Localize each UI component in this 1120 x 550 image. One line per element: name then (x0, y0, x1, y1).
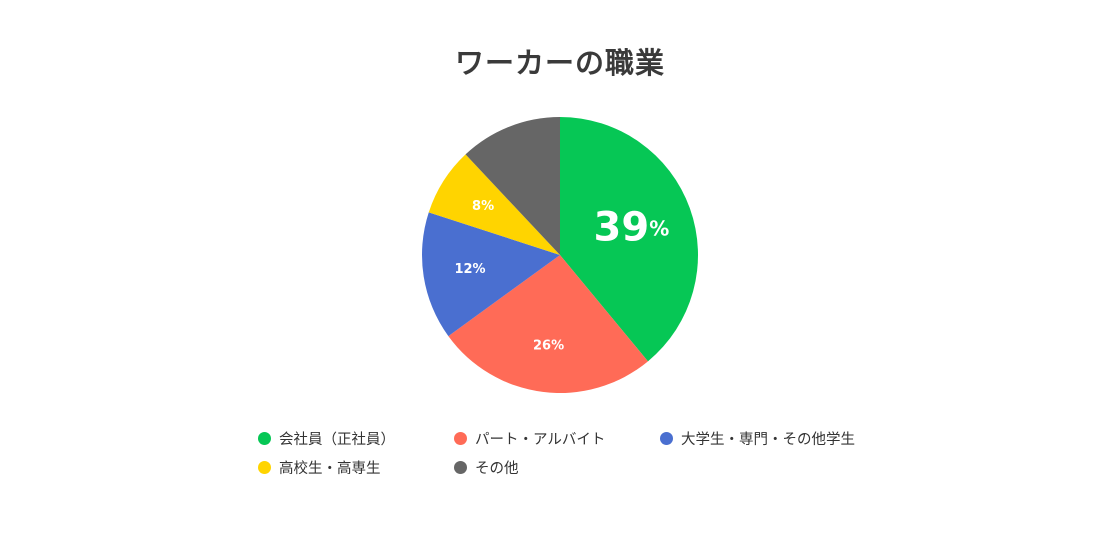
legend-swatch (258, 432, 271, 445)
pie-slice-5 (465, 117, 560, 255)
legend-swatch (454, 461, 467, 474)
legend-label: パート・アルバイト (475, 432, 606, 448)
pie-slice-1 (560, 117, 699, 362)
pie-label-4: 8% (472, 199, 494, 214)
pie-slice-2 (448, 255, 648, 394)
chart-title: ワーカーの職業 (454, 46, 665, 80)
pie-label-1: 39% (594, 204, 670, 250)
legend-swatch (660, 432, 673, 445)
legend-swatch (454, 432, 467, 445)
legend-label: 高校生・高専生 (279, 461, 381, 477)
pie-slice-4 (428, 154, 560, 255)
chart-legend: 会社員（正社員） パート・アルバイト 大学生・専門・その他学生高校生・高専生 その他 (258, 428, 898, 478)
pie-slice-3 (422, 212, 560, 337)
pie-label-3: 12% (454, 262, 485, 277)
legend-item: その他 (454, 457, 660, 478)
legend-swatch (258, 461, 271, 474)
legend-label: その他 (475, 461, 519, 477)
legend-item: 高校生・高専生 (258, 457, 454, 478)
pie-label-2: 26% (533, 338, 564, 353)
legend-item: パート・アルバイト (454, 428, 660, 449)
legend-item: 会社員（正社員） (258, 428, 454, 449)
legend-item: 大学生・専門・その他学生 (660, 428, 898, 449)
pie-labels: 39% 26% 12% 8% (454, 199, 669, 353)
legend-label: 大学生・専門・その他学生 (681, 432, 855, 448)
legend-label: 会社員（正社員） (279, 432, 395, 448)
pie-slices (422, 117, 699, 394)
